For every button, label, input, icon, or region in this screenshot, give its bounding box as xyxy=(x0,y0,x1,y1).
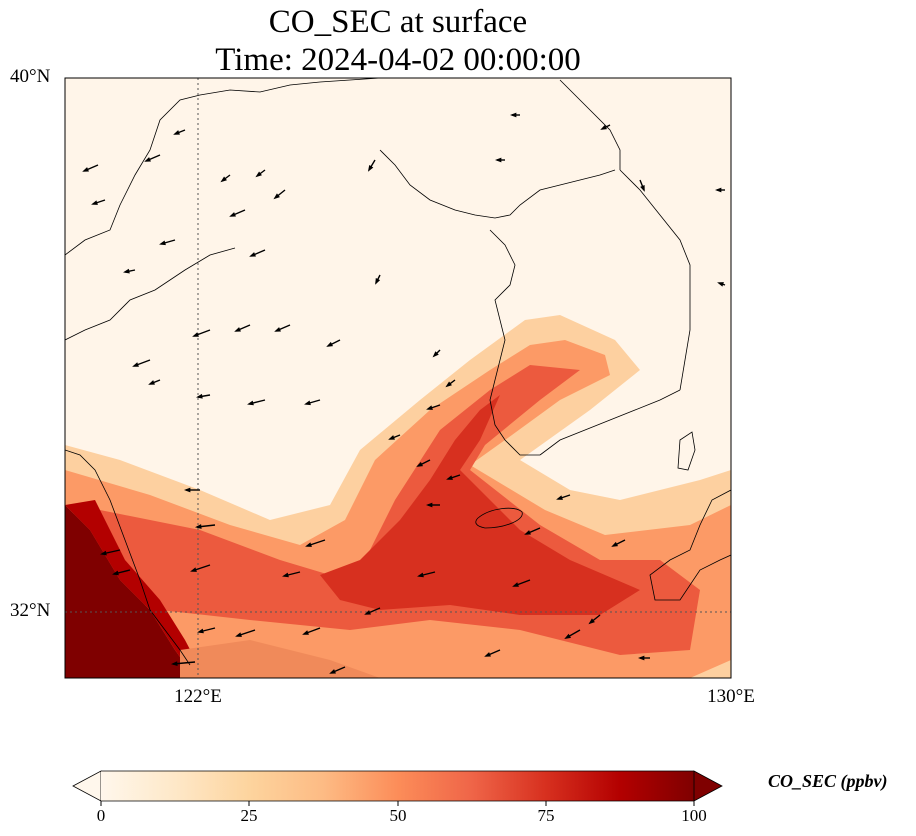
wind-arrow-head xyxy=(524,530,531,535)
wind-arrow-head xyxy=(426,405,433,410)
colorbar-tick-25: 25 xyxy=(240,806,258,825)
colorbar-tick-0: 0 xyxy=(96,806,106,825)
wind-arrow-head xyxy=(426,502,433,508)
wind-arrow-head xyxy=(171,661,178,666)
wind-arrow-head xyxy=(364,610,371,615)
wind-arrow-head xyxy=(173,130,180,135)
wind-arrow-head xyxy=(148,380,155,385)
wind-arrow-head xyxy=(304,400,311,406)
wind-arrow-head xyxy=(326,341,333,347)
wind-arrow-head xyxy=(611,541,618,547)
colorbar-tick-50: 50 xyxy=(389,806,407,825)
japan-kyushu xyxy=(649,489,731,601)
colorbar-tick-75: 75 xyxy=(537,806,555,825)
colorbar-tick-100: 100 xyxy=(681,806,707,825)
wind-arrow-head xyxy=(197,628,204,634)
map-title: CO_SEC at surface xyxy=(268,4,528,40)
wind-arrow-head xyxy=(144,157,151,162)
wind-arrow-head xyxy=(192,332,199,337)
wind-arrow-head xyxy=(717,282,724,287)
liaodong-coast xyxy=(379,149,616,219)
wind-arrow-head xyxy=(190,567,197,572)
wind-arrow-head xyxy=(249,252,256,257)
map-frame xyxy=(64,77,732,679)
colorbar-label: CO_SEC (ppbv) xyxy=(768,771,888,791)
wind-arrow-head xyxy=(132,362,139,367)
wind-arrow-head xyxy=(220,176,227,183)
wind-arrow-head xyxy=(417,572,424,578)
wind-arrow-head xyxy=(495,157,502,163)
wind-arrow-head xyxy=(367,165,374,172)
plume-peak xyxy=(65,505,195,678)
colorbar-extend-max xyxy=(693,770,723,802)
wind-arrow-head xyxy=(255,171,262,178)
lon-label-130e: 130°E xyxy=(707,686,755,707)
wind-arrow-head xyxy=(305,542,312,547)
wind-arrow-head xyxy=(640,185,645,192)
wind-arrow-head xyxy=(588,618,595,625)
concentration-field xyxy=(65,78,731,678)
korea-west-coast xyxy=(489,229,540,456)
wind-arrow-head xyxy=(329,669,336,674)
colorbar-body xyxy=(101,771,694,801)
yangtze-coast xyxy=(65,449,191,666)
wind-arrow-head xyxy=(234,327,241,332)
wind-arrow-head xyxy=(564,633,571,639)
lat-label-40n: 40°N xyxy=(10,66,51,87)
korea-south-coast xyxy=(539,389,681,456)
wind-arrow-head xyxy=(715,187,722,193)
korea-north-border xyxy=(559,79,621,170)
coastlines xyxy=(65,78,731,666)
wind-arrow-head xyxy=(235,632,242,637)
wind-arrow-head xyxy=(600,124,607,130)
wind-arrow-head xyxy=(282,572,289,578)
map-time-subtitle: Time: 2024-04-02 00:00:00 xyxy=(215,42,581,78)
wind-arrow-head xyxy=(510,112,517,118)
wind-arrow-head xyxy=(184,487,191,493)
wind-arrow-head xyxy=(112,570,119,576)
japan-tsushima xyxy=(677,431,696,471)
plume-dense xyxy=(320,395,640,615)
gridlines xyxy=(65,78,731,678)
lon-label-122e: 122°E xyxy=(174,686,222,707)
wind-arrow-head xyxy=(91,200,98,205)
wind-arrow-head xyxy=(445,381,452,388)
wind-arrow-head xyxy=(638,655,645,661)
china-north-coast xyxy=(65,78,381,256)
wind-arrow-head xyxy=(512,582,519,587)
korea-east-coast xyxy=(619,169,691,391)
wind-arrow-head xyxy=(247,400,254,406)
wind-arrow-head xyxy=(123,268,130,274)
colorbar-extend-min xyxy=(72,770,102,802)
wind-arrow-head xyxy=(556,495,563,500)
wind-arrow-head xyxy=(196,393,203,399)
lat-label-32n: 32°N xyxy=(10,600,51,621)
jeju-island xyxy=(475,507,523,529)
wind-arrow-head xyxy=(375,278,381,285)
wind-arrow-head xyxy=(159,240,166,246)
wind-arrow-head xyxy=(82,167,89,172)
wind-arrow-head xyxy=(388,435,395,440)
wind-arrow-head xyxy=(273,193,280,200)
wind-arrow-head xyxy=(432,351,439,358)
wind-arrow-head xyxy=(302,630,309,635)
shandong-coast xyxy=(65,247,236,341)
wind-arrow-head xyxy=(446,475,453,480)
wind-arrow-head xyxy=(100,550,107,556)
wind-arrow-head xyxy=(416,461,423,467)
wind-arrow-head xyxy=(195,524,202,529)
wind-arrow-head xyxy=(484,652,491,657)
wind-arrow-head xyxy=(229,212,236,217)
colorbar xyxy=(72,770,723,806)
wind-arrow-head xyxy=(274,327,281,332)
wind-vectors xyxy=(82,112,726,674)
